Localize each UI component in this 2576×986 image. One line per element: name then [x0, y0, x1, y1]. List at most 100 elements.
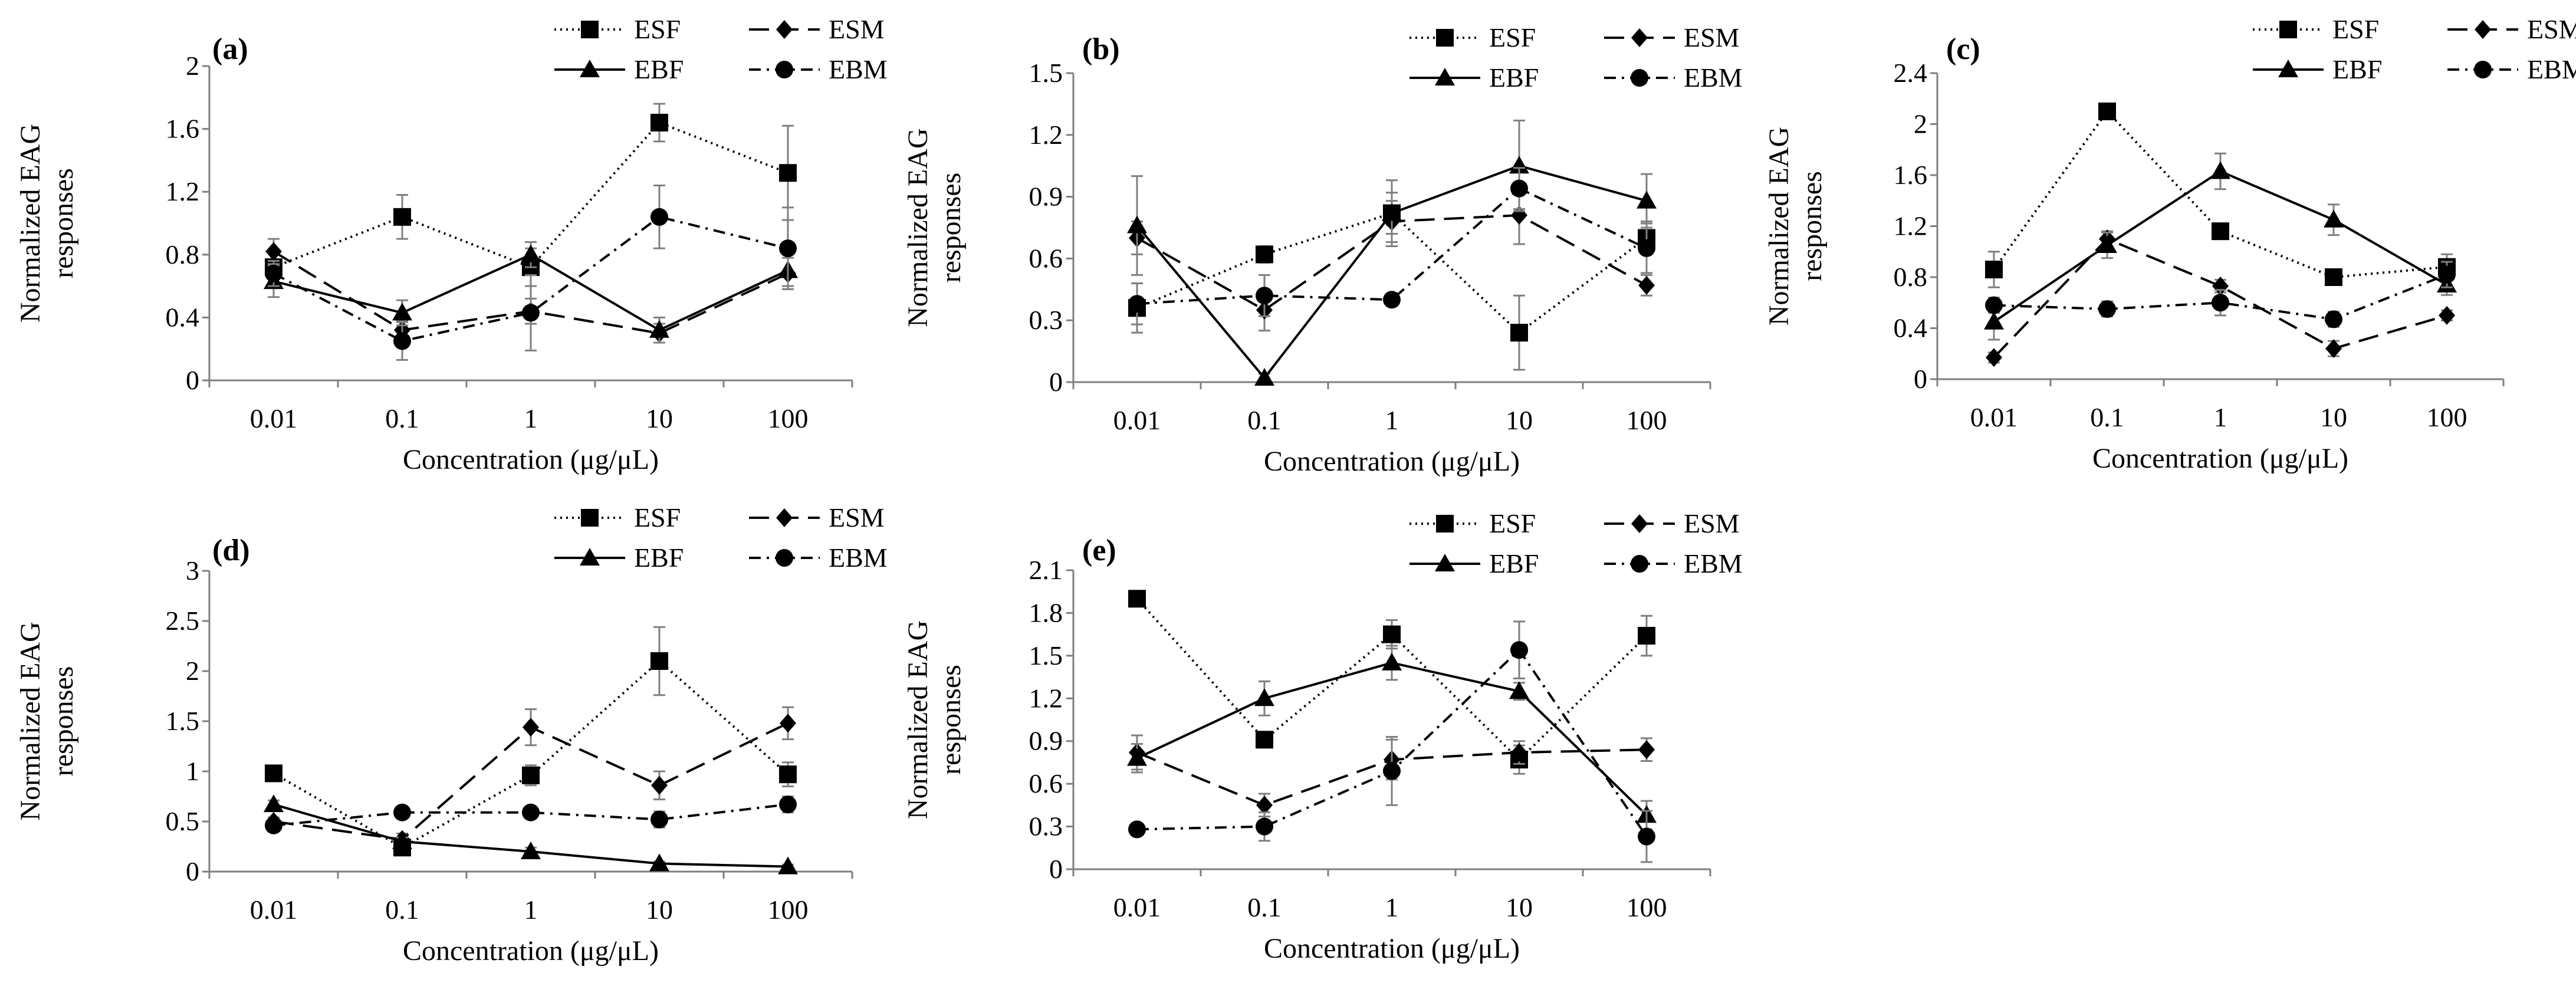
panel-b: 0 0.3 0.6 0.9 1.2 1.5 0.01 0.1 1 10 100 Concentrati… — [902, 22, 1743, 477]
data-point — [522, 766, 540, 784]
legend-label: ESM — [829, 502, 885, 533]
legend-marker — [1436, 515, 1454, 533]
legend-marker — [1631, 69, 1648, 87]
series-line — [273, 215, 788, 343]
legend-label: EBM — [829, 543, 888, 573]
legend-label: ESF — [634, 502, 681, 533]
data-point — [1510, 179, 1528, 198]
data-point — [1510, 641, 1528, 659]
legend-marker — [1436, 29, 1454, 47]
x-tick-label: 0.1 — [1247, 405, 1282, 435]
data-point — [649, 853, 669, 872]
x-tick-label: 0.01 — [1113, 405, 1161, 435]
y-tick-label: 1 — [186, 756, 199, 786]
legend-label: ESF — [2332, 14, 2379, 44]
panel-label: (a) — [212, 32, 248, 66]
data-point — [1638, 239, 1655, 257]
series-ebf — [264, 794, 798, 875]
legend-marker — [580, 60, 600, 77]
series-line — [1993, 109, 2447, 279]
data-point — [2097, 235, 2117, 253]
legend-label: EBF — [634, 543, 684, 573]
data-point — [779, 765, 797, 784]
series-ebm — [265, 796, 797, 834]
legend-label: EBF — [634, 54, 684, 84]
x-tick-label: 100 — [768, 895, 809, 925]
data-point — [392, 831, 412, 849]
y-tick-label: 0 — [1049, 854, 1063, 884]
data-point — [1128, 295, 1146, 313]
legend-label: ESM — [829, 14, 885, 44]
legend-label: ESF — [1489, 508, 1536, 538]
y-tick-label: 0.4 — [1894, 313, 1928, 343]
y-tick-label: 0.9 — [1029, 726, 1063, 756]
data-point — [265, 242, 282, 261]
data-point — [779, 239, 797, 258]
x-tick-label: 10 — [1506, 892, 1533, 922]
data-point — [2324, 209, 2344, 228]
legend-marker — [2475, 20, 2491, 39]
series-esm — [1986, 229, 2455, 367]
legend-marker — [1631, 28, 1648, 47]
y-tick-label: 1.6 — [1894, 160, 1928, 190]
legend-marker — [1631, 555, 1648, 573]
x-tick-label: 100 — [1627, 405, 1667, 435]
data-point — [523, 718, 539, 737]
data-point — [1986, 348, 2002, 367]
legend-marker — [776, 20, 793, 39]
y-tick-label: 2 — [186, 656, 199, 686]
y-tick-label: 0.8 — [166, 239, 200, 269]
panel-d: 0 0.5 1 1.5 2 2.5 3 0.01 0.1 1 10 100 Concentration … — [15, 502, 888, 967]
x-tick-label: 1 — [2214, 402, 2227, 432]
legend-label: ESF — [634, 14, 681, 44]
data-point — [1383, 625, 1401, 643]
y-axis-title: Normalized EAGresponses — [15, 622, 79, 820]
x-axis-title: Concentration (μg/μL) — [1264, 933, 1520, 964]
data-point — [1985, 261, 2003, 279]
series-ebm — [265, 185, 797, 361]
data-point — [392, 303, 412, 321]
data-point — [2212, 277, 2229, 296]
series-line — [273, 803, 788, 827]
y-tick-label: 2.5 — [166, 606, 200, 636]
legend: ESF ESM EBF EBM — [554, 502, 888, 573]
data-point — [521, 842, 541, 859]
data-point — [779, 164, 797, 182]
legend-label: ESM — [2527, 14, 2576, 44]
x-tick-label: 0.01 — [1113, 892, 1161, 922]
y-tick-label: 0 — [1049, 367, 1063, 397]
y-tick-label: 0.6 — [1029, 243, 1063, 273]
x-tick-label: 1 — [1385, 405, 1399, 435]
x-tick-label: 100 — [2427, 402, 2467, 432]
data-point — [2325, 339, 2342, 359]
legend: ESF ESM EBF EBM — [2253, 14, 2576, 84]
data-point — [1509, 681, 1529, 699]
y-tick-label: 0 — [1914, 364, 1927, 394]
x-axis-title: Concentration (μg/μL) — [403, 444, 659, 475]
data-point — [1256, 817, 1273, 836]
y-tick-label: 1.6 — [166, 114, 200, 144]
data-point — [1256, 731, 1273, 749]
x-tick-label: 1 — [524, 895, 538, 925]
data-point — [1638, 827, 1655, 846]
y-axis-title: Normalized EAGresponses — [902, 128, 967, 327]
y-axis-title: Normalized EAGresponses — [902, 620, 967, 819]
x-tick-label: 100 — [768, 403, 809, 433]
data-point — [2212, 222, 2229, 241]
panel-label: (c) — [1946, 32, 1980, 66]
data-point — [393, 803, 411, 821]
y-tick-label: 0.4 — [166, 302, 200, 332]
panel-label: (b) — [1082, 32, 1120, 66]
series-ebm — [1128, 620, 1655, 863]
data-point — [2098, 300, 2116, 318]
x-tick-label: 10 — [2320, 402, 2347, 432]
x-tick-label: 10 — [646, 403, 673, 433]
panel-label: (e) — [1082, 534, 1116, 567]
data-point — [1382, 203, 1402, 221]
legend-label: EBM — [1684, 63, 1743, 93]
data-point — [2438, 265, 2456, 284]
legend-marker — [581, 509, 599, 527]
legend-label: EBM — [1684, 548, 1743, 579]
data-point — [265, 264, 282, 282]
